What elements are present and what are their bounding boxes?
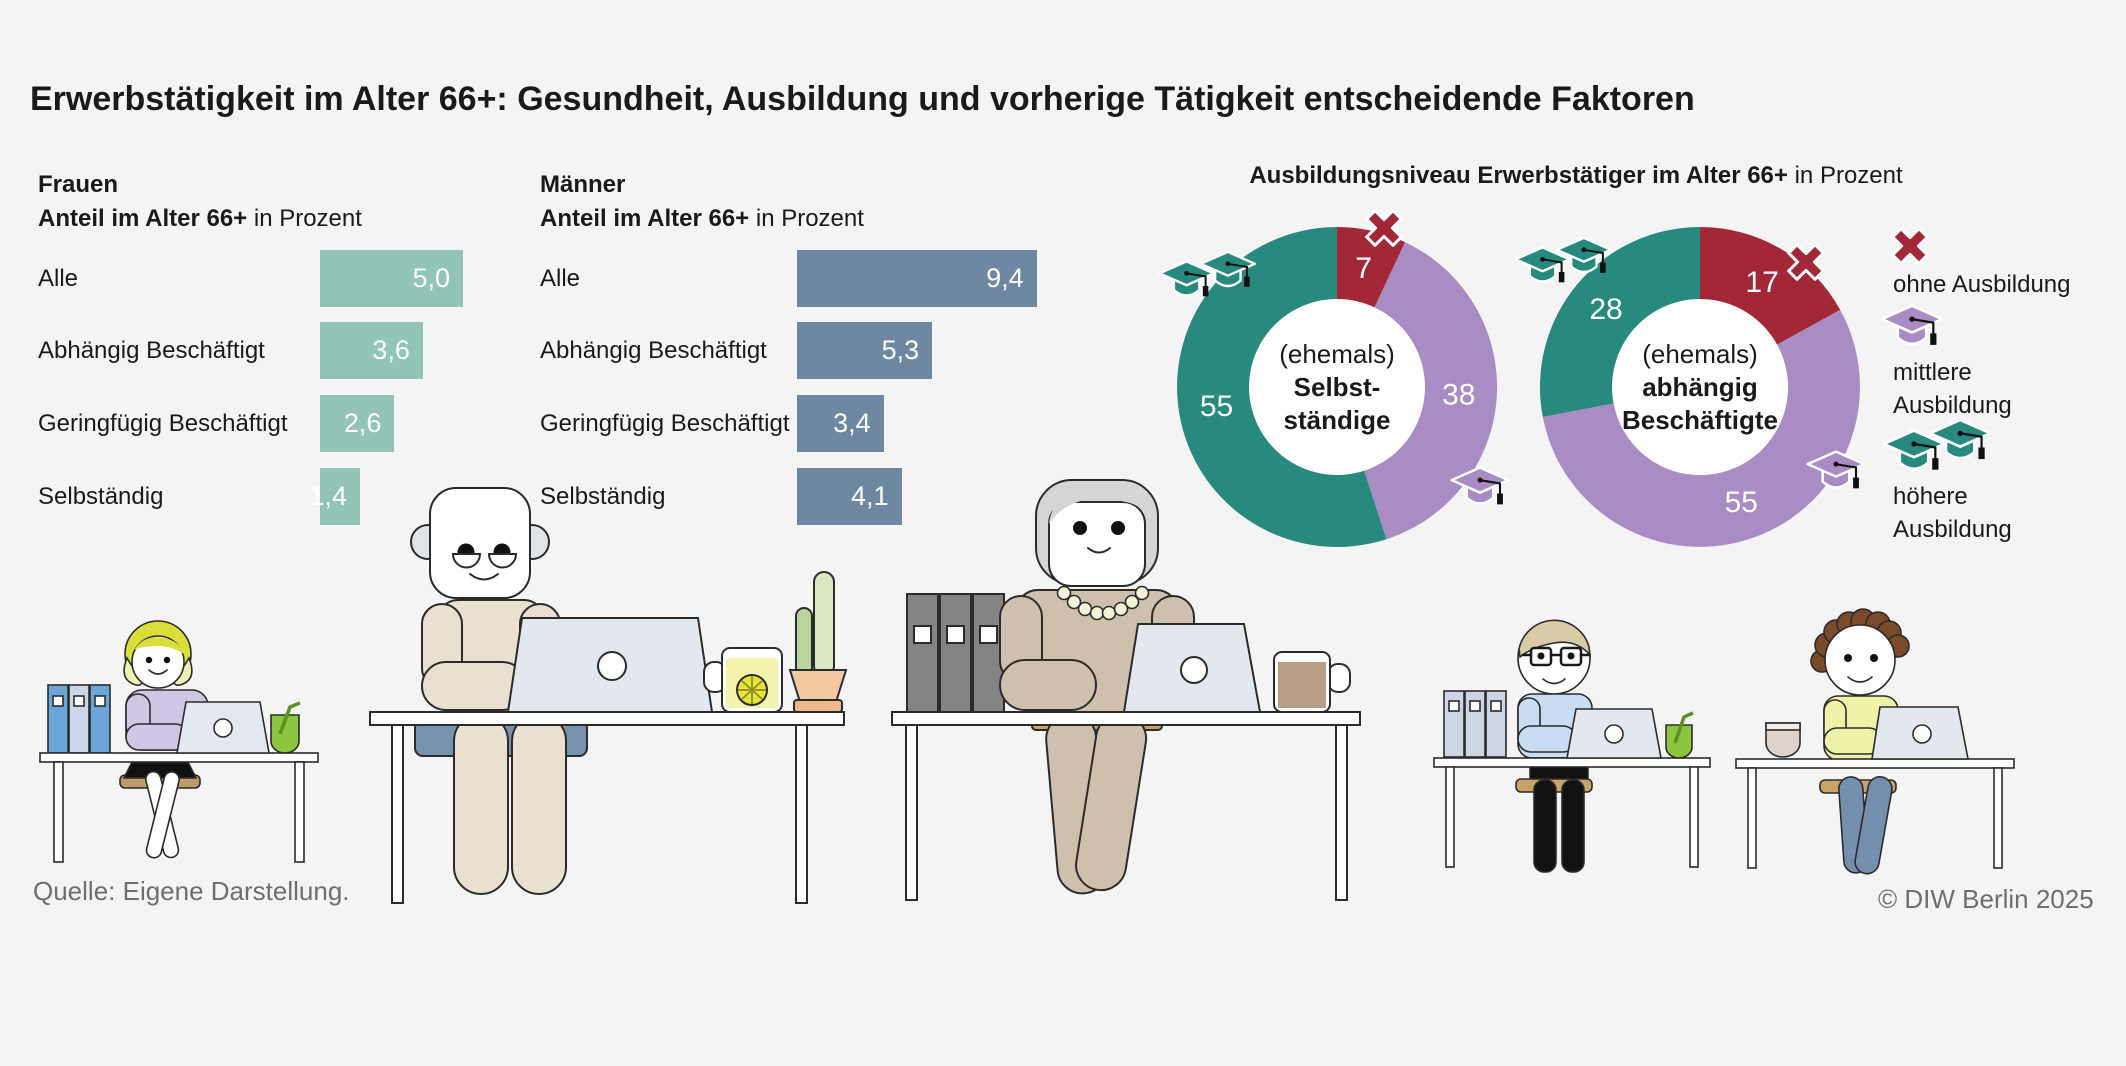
- cross-icon: [1362, 206, 1406, 250]
- bar-value: 9,4: [986, 263, 1024, 293]
- illustration-person-curly-desk: [1735, 608, 2015, 875]
- donut-segment-value: 38: [1442, 379, 1475, 412]
- lemonade-glass-icon: [703, 647, 783, 713]
- laptop-icon: [1122, 623, 1262, 713]
- frauen-subheading: Anteil im Alter 66+ in Prozent: [38, 205, 362, 232]
- chair-and-legs: [119, 761, 201, 859]
- maenner-bar-abhaengig: 5,3: [797, 322, 933, 379]
- frauen-bar-alle: 5,0: [320, 250, 463, 307]
- donut-segment: [1700, 227, 1841, 345]
- maenner-subheading: Anteil im Alter 66+ in Prozent: [540, 205, 864, 232]
- maenner-bar-geringfuegig: 3,4: [797, 395, 884, 452]
- laptop-icon: [1871, 706, 1969, 760]
- frauen-bar-selbstaendig: 1,4: [309, 468, 361, 525]
- source-note: Quelle: Eigene Darstellung.: [33, 876, 350, 906]
- laptop-icon: [506, 617, 714, 713]
- donut-segment: [1337, 227, 1406, 308]
- chair-and-legs: [1515, 757, 1593, 873]
- graduation-cap-icon: [1806, 450, 1866, 495]
- page-title: Erwerbstätigkeit im Alter 66+: Gesundhei…: [30, 80, 1695, 118]
- maenner-category-selbstaendig: Selbständig: [540, 482, 666, 510]
- frauen-category-geringfuegig: Geringfügig Beschäftigt: [38, 409, 288, 437]
- pearl-necklace: [1056, 585, 1150, 621]
- illustration-elderly-woman-desk: [891, 479, 1361, 901]
- double-graduation-cap-icon: [1158, 250, 1257, 298]
- bar-value: 5,0: [412, 263, 450, 293]
- donut-segment: [1539, 227, 1700, 417]
- binders: [47, 684, 111, 754]
- juice-glass-icon: [270, 701, 301, 754]
- illustration-elderly-man-desk: [369, 487, 848, 904]
- frauen-heading: Frauen: [38, 171, 119, 198]
- milk-cup-icon: [1765, 722, 1801, 758]
- bar-value: 4,1: [851, 481, 889, 511]
- donut-segment: [1364, 242, 1498, 540]
- person: [999, 479, 1195, 713]
- laptop-icon: [176, 701, 270, 754]
- binders: [1443, 690, 1507, 758]
- person: [1517, 619, 1593, 759]
- frauen-chart-heading: Frauen Anteil im Alter 66+ in Prozent: [38, 168, 362, 236]
- legend-hoehere-ausbildung: höhere Ausbildung: [1893, 483, 2012, 543]
- illustration-woman-blonde-desk: [39, 620, 319, 863]
- person: [410, 487, 561, 713]
- coffee-mug-icon: [1273, 651, 1351, 713]
- frauen-category-alle: Alle: [38, 264, 79, 292]
- binders: [906, 593, 1005, 713]
- copyright-note: © DIW Berlin 2025: [1878, 884, 2094, 914]
- illustration-person-glasses-desk: [1433, 619, 1711, 873]
- donut-segment-value: 7: [1355, 252, 1372, 285]
- graduation-cap-icon: [1450, 466, 1510, 511]
- bar-value: 1,4: [309, 481, 348, 511]
- bar-value: 5,3: [881, 335, 920, 365]
- double-graduation-cap-icon: [1882, 418, 1992, 472]
- donut-segment-value: 17: [1745, 266, 1778, 299]
- frauen-bar-abhaengig: 3,6: [320, 322, 423, 379]
- donut-segment-value: 28: [1589, 293, 1622, 326]
- bar-value: 3,6: [372, 335, 410, 365]
- maenner-chart-heading: Männer Anteil im Alter 66+ in Prozent: [540, 168, 864, 236]
- maenner-category-abhaengig: Abhängig Beschäftigt: [540, 336, 767, 364]
- donut-segment-value: 55: [1725, 486, 1758, 519]
- cross-icon: [1784, 240, 1828, 284]
- desk: [369, 711, 845, 904]
- maenner-category-alle: Alle: [540, 264, 581, 292]
- legend-mittlere-ausbildung: mittlere Ausbildung: [1893, 359, 2012, 419]
- juice-glass-icon: [1665, 711, 1694, 759]
- chair-and-legs: [414, 713, 588, 895]
- desk: [1433, 757, 1711, 868]
- maenner-bar-alle: 9,4: [797, 250, 1037, 307]
- donut-section-title: Ausbildungsniveau Erwerbstätiger im Alte…: [1249, 162, 1903, 189]
- donut-segment: [1542, 309, 1860, 547]
- cross-icon: [1888, 224, 1932, 268]
- maenner-category-geringfuegig: Geringfügig Beschäftigt: [540, 409, 790, 437]
- cactus-icon: [788, 571, 848, 713]
- maenner-bar-selbstaendig: 4,1: [797, 468, 902, 525]
- maenner-heading: Männer: [540, 171, 626, 198]
- donut-segment: [1177, 227, 1387, 547]
- donut-segment-value: 55: [1200, 390, 1233, 423]
- double-graduation-cap-icon: [1514, 236, 1613, 284]
- frauen-category-abhaengig: Abhängig Beschäftigt: [38, 336, 265, 364]
- frauen-category-selbstaendig: Selbständig: [38, 482, 164, 510]
- laptop-icon: [1566, 708, 1662, 759]
- person: [1810, 608, 1910, 761]
- bar-value: 2,6: [343, 408, 382, 438]
- legend-ohne-ausbildung: ohne Ausbildung: [1893, 271, 2071, 298]
- chair-and-legs: [1031, 712, 1163, 895]
- bar-value: 3,4: [833, 408, 871, 438]
- chair-and-legs: [1819, 776, 1897, 875]
- graduation-cap-icon: [1880, 304, 1944, 352]
- frauen-bar-geringfuegig: 2,6: [320, 395, 395, 452]
